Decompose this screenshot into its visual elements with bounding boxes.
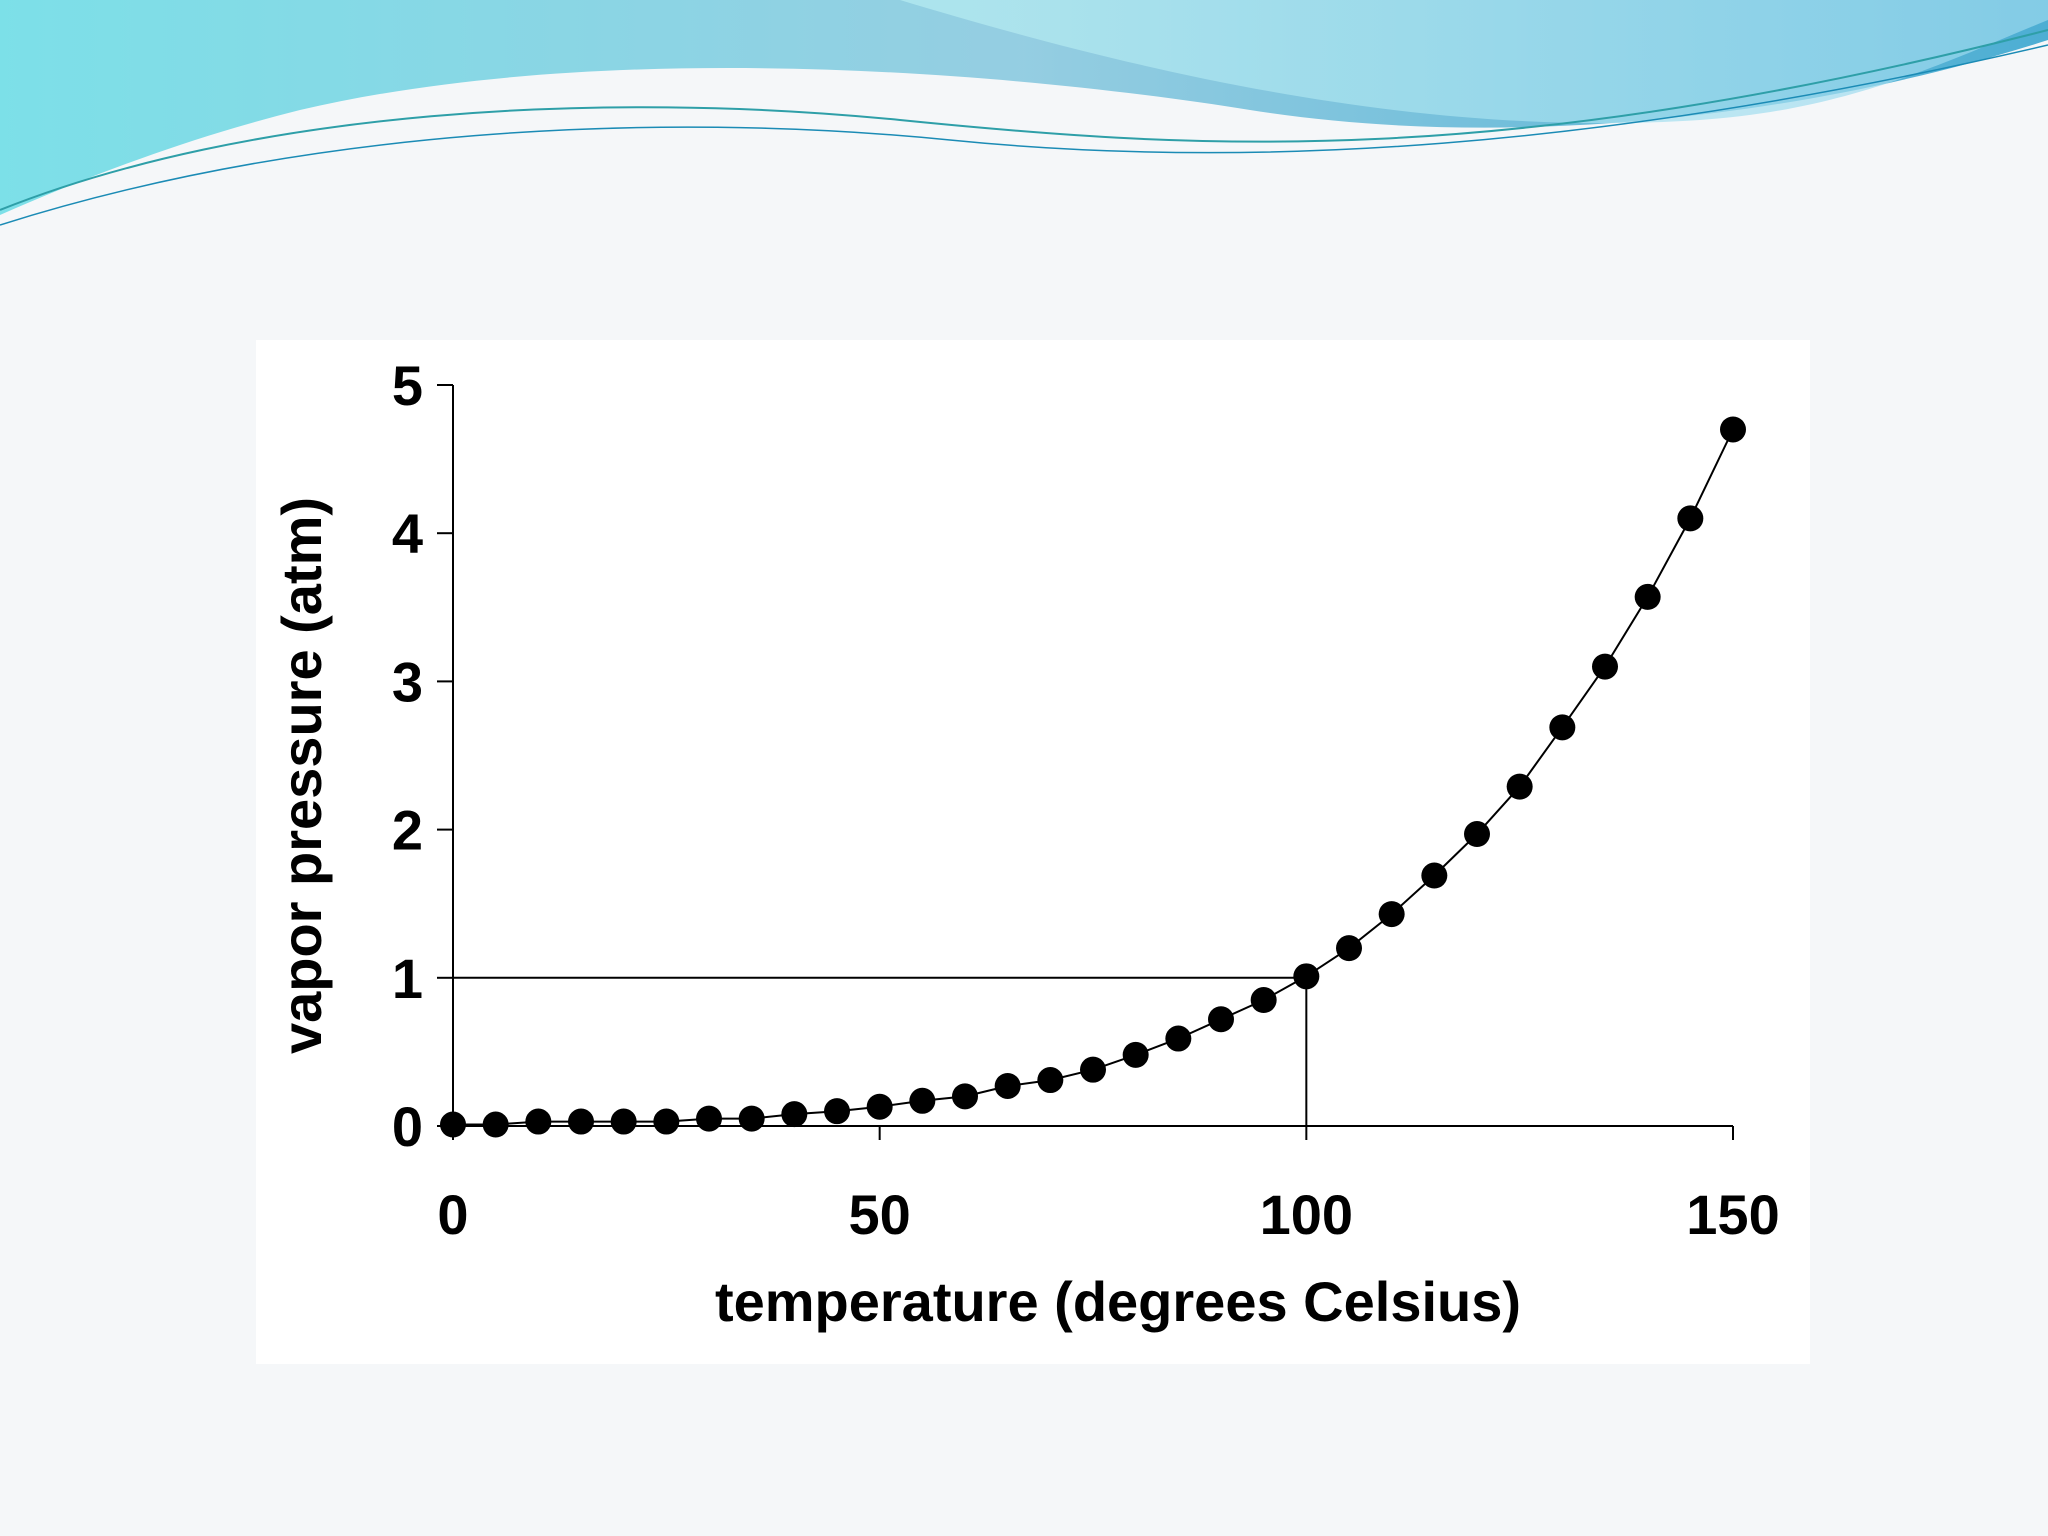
data-point: [1250, 987, 1277, 1014]
data-point: [1122, 1041, 1149, 1068]
data-point: [1592, 653, 1618, 680]
data-point: [866, 1093, 893, 1120]
data-markers: [440, 416, 1746, 1138]
data-point: [994, 1072, 1021, 1099]
y-tick-label: 4: [392, 502, 423, 565]
data-point: [1677, 505, 1704, 532]
data-point: [1378, 901, 1405, 928]
reference-lines: [453, 976, 1308, 1126]
y-tick-label: 0: [392, 1095, 423, 1158]
y-tick-label: 1: [392, 947, 423, 1010]
data-point: [952, 1083, 978, 1110]
axes: [437, 384, 1734, 1140]
chart-panel: 0 1 2 3 4 5 0 50 100 150 temperature (degrees Cel…: [256, 340, 1810, 1364]
data-point: [525, 1108, 552, 1135]
x-tick-label: 0: [437, 1183, 468, 1246]
data-point: [824, 1098, 850, 1125]
data-point: [1293, 963, 1320, 990]
data-point: [482, 1111, 509, 1138]
data-point: [1464, 821, 1490, 848]
data-point: [696, 1105, 722, 1132]
data-point: [610, 1108, 637, 1135]
y-tick-label: 2: [392, 799, 423, 862]
series-polyline: [453, 429, 1734, 1126]
x-tick-label: 50: [849, 1183, 911, 1246]
y-tick-label: 5: [392, 354, 423, 417]
data-point: [440, 1111, 466, 1138]
data-point: [1634, 583, 1661, 610]
data-point: [1506, 773, 1533, 800]
x-axis-title: temperature (degrees Celsius): [715, 1270, 1521, 1333]
data-point: [1080, 1056, 1106, 1083]
data-point: [1165, 1025, 1192, 1052]
decorative-wave-banner: [0, 0, 2048, 226]
data-point: [1037, 1067, 1064, 1094]
x-tick-label: 150: [1686, 1183, 1779, 1246]
data-point: [568, 1108, 594, 1135]
data-point: [1720, 416, 1746, 443]
data-point: [653, 1108, 680, 1135]
series-line: [453, 429, 1734, 1126]
data-point: [909, 1087, 936, 1114]
data-point: [1549, 714, 1576, 741]
y-tick-label: 3: [392, 650, 423, 713]
data-point: [1421, 862, 1448, 889]
data-point: [781, 1101, 808, 1128]
data-point: [1336, 935, 1362, 962]
y-axis-title: vapor pressure (atm): [270, 497, 333, 1054]
x-tick-label: 100: [1260, 1183, 1353, 1246]
data-point: [738, 1105, 765, 1132]
data-point: [1208, 1006, 1234, 1033]
